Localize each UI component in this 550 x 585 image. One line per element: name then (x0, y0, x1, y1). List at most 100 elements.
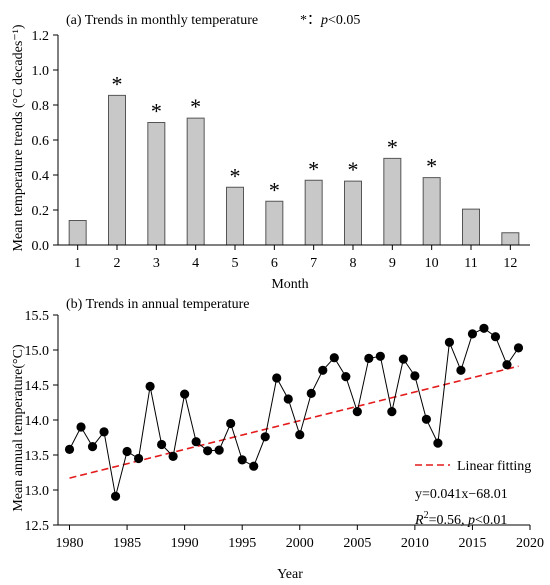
fit-p-value: <0.01 (475, 513, 507, 528)
data-point-1982 (87, 442, 98, 452)
data-point-2007 (375, 351, 385, 361)
data-point-2019 (513, 343, 524, 353)
data-point-2002 (318, 365, 328, 375)
significance-star-month-6: * (269, 177, 280, 202)
panel-b-y-axis-title: Mean annual temperature(°C) (11, 344, 26, 512)
annual-temperature-line (69, 327, 519, 497)
fit-statistics: R2=0.56, p<0.01 (414, 510, 507, 528)
significance-note-p: p (320, 13, 328, 28)
data-point-1985 (122, 446, 132, 457)
data-point-1989 (168, 451, 178, 461)
annual-temperature-points (64, 323, 524, 501)
data-point-2011 (421, 414, 431, 424)
data-point-1988 (157, 439, 167, 450)
x-tick-label: 2 (114, 256, 121, 271)
panel-b-title: (b) Trends in annual temperature (66, 297, 250, 312)
y-tick-label: 0.2 (32, 204, 50, 219)
significance-star-month-9: * (387, 134, 398, 159)
significance-star-month-5: * (230, 163, 241, 188)
bar-month-7 (304, 179, 323, 246)
data-point-1992 (203, 446, 213, 456)
significance-star-month-2: * (112, 71, 123, 96)
data-point-1984 (110, 491, 121, 501)
x-tick-label: 2020 (516, 536, 544, 551)
x-tick-label: 3 (153, 256, 160, 271)
y-tick-label: 0.8 (32, 99, 50, 114)
legend-fit-label: Linear fitting (457, 459, 531, 474)
bar-month-3 (147, 122, 166, 246)
fit-r2-value: =0.56, (429, 513, 468, 528)
bar-month-1 (68, 220, 87, 246)
x-tick-label: 2015 (458, 536, 486, 551)
significance-star-month-8: * (348, 157, 359, 182)
panel-b-y-ticks: 12.5 13.0 13.5 14.0 14.5 15.0 15.5 (25, 309, 58, 534)
panel-b-annual-trend: (b) Trends in annual temperature 12.5 13.… (11, 297, 544, 582)
data-point-2005 (352, 407, 362, 417)
bar-month-9 (383, 157, 402, 246)
x-tick-label: 1985 (113, 536, 141, 551)
x-tick-label: 12 (503, 256, 517, 271)
bar-month-6 (265, 200, 284, 246)
y-tick-label: 0.6 (32, 134, 50, 149)
data-point-2006 (364, 353, 374, 363)
x-tick-label: 1980 (56, 536, 84, 551)
data-point-1991 (191, 437, 201, 447)
x-tick-label: 2005 (343, 536, 371, 551)
data-point-1980 (64, 444, 75, 454)
significance-star-month-4: * (190, 94, 201, 119)
data-point-2010 (410, 371, 420, 381)
data-point-2014 (456, 365, 466, 375)
significance-star-month-10: * (426, 154, 437, 179)
bar-month-2 (108, 94, 126, 246)
data-point-1981 (76, 422, 86, 432)
data-point-1986 (133, 453, 144, 464)
panel-a-y-ticks: 0.0 0.2 0.4 0.6 0.8 1.0 1.2 (32, 29, 58, 254)
y-tick-label: 0.0 (32, 239, 50, 254)
data-point-1999 (283, 394, 293, 404)
x-tick-label: 4 (192, 256, 199, 271)
fit-r2-superscript: 2 (424, 510, 429, 521)
panel-a-monthly-trends: (a) Trends in monthly temperature *：p<0.… (11, 13, 530, 292)
panel-a-bars (68, 94, 520, 246)
y-tick-label: 15.0 (25, 344, 50, 359)
panel-a-significance-note: *：p<0.05 (300, 13, 360, 28)
x-tick-label: 7 (310, 256, 317, 271)
data-point-2017 (490, 332, 501, 342)
x-tick-label: 2010 (401, 536, 429, 551)
x-tick-label: 2000 (286, 536, 314, 551)
bar-month-11 (462, 208, 480, 246)
data-point-2018 (502, 360, 512, 370)
significance-star-month-3: * (151, 99, 162, 124)
bar-month-12 (501, 232, 520, 246)
y-tick-label: 14.0 (25, 414, 50, 429)
y-tick-label: 13.5 (25, 449, 50, 464)
significance-note-star: *： (300, 13, 321, 28)
y-tick-label: 14.5 (25, 379, 50, 394)
x-tick-label: 1990 (171, 536, 199, 551)
data-point-1990 (180, 389, 190, 399)
panel-b-legend: Linear fitting y=0.041x−68.01 R2=0.56, p… (414, 459, 531, 528)
y-tick-label: 13.0 (25, 484, 50, 499)
x-tick-label: 5 (232, 256, 239, 271)
x-tick-label: 1 (74, 256, 81, 271)
linear-fit-line (69, 365, 519, 479)
significance-star-month-7: * (308, 156, 319, 181)
x-tick-label: 11 (464, 256, 477, 271)
bar-month-5 (226, 186, 244, 246)
fit-equation: y=0.041x−68.01 (415, 487, 508, 502)
data-point-1996 (249, 461, 259, 471)
data-point-1987 (145, 381, 155, 391)
data-point-2004 (341, 372, 351, 382)
data-point-2016 (479, 323, 489, 333)
data-point-2003 (329, 353, 339, 363)
x-tick-label: 10 (425, 256, 439, 271)
significance-note-threshold: <0.05 (328, 13, 360, 28)
data-point-2001 (306, 388, 316, 398)
panel-a-significance-markers: * * * * * * * * * (112, 71, 438, 202)
y-tick-label: 1.2 (32, 29, 50, 44)
bar-month-10 (422, 177, 441, 246)
bar-month-8 (344, 180, 362, 246)
data-point-2009 (398, 354, 408, 364)
fit-r2-symbol: R (414, 513, 424, 528)
